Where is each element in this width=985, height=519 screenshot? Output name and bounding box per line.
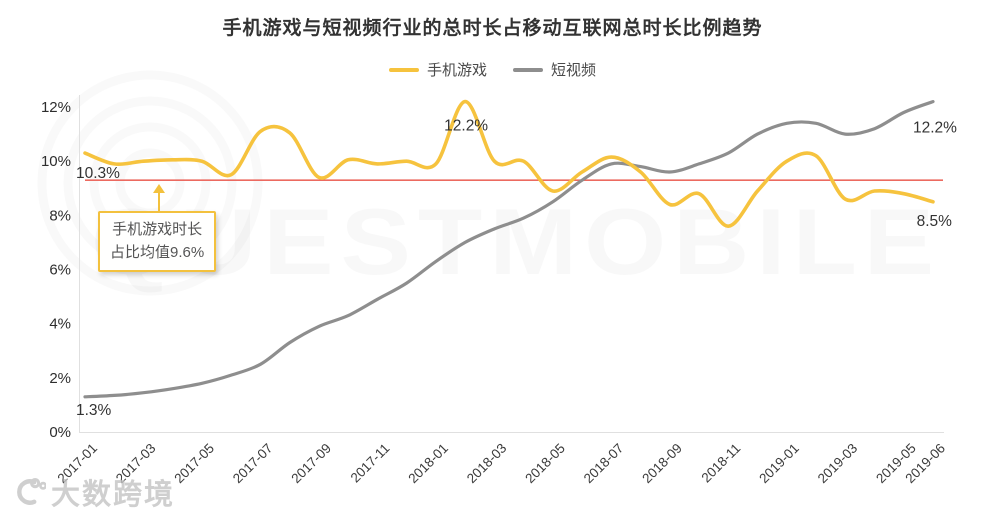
chart-title: 手机游戏与短视频行业的总时长占移动互联网总时长比例趋势	[222, 18, 763, 39]
watermark-logo: 大数跨境	[10, 471, 175, 513]
mean-annotation-box: 手机游戏时长 占比均值9.6%	[98, 211, 217, 272]
series-line-short-video	[83, 100, 935, 399]
legend-item-short-video[interactable]: 短视频	[513, 59, 596, 80]
legend-swatch-mobile-games	[388, 67, 419, 72]
y-axis-labels: 0% 2% 4% 6% 8% 10% 12%	[41, 99, 71, 441]
annotation-arrow-line	[158, 193, 160, 211]
y-tick-label: 8%	[49, 207, 71, 224]
x-tick-label: 2018-09	[639, 441, 685, 487]
x-tick-label: 2018-11	[698, 441, 743, 486]
annotation-text-line1: 手机游戏时长	[112, 221, 203, 238]
watermark-text: QUESTMOBILE	[91, 189, 941, 294]
legend-label-short-video: 短视频	[551, 62, 597, 79]
y-tick-label: 12%	[41, 99, 71, 116]
axis-lines	[79, 95, 944, 433]
y-tick-label: 4%	[49, 316, 71, 333]
legend-item-mobile-games[interactable]: 手机游戏	[388, 59, 487, 80]
point-value-labels: 10.3% 12.2% 8.5% 1.3% 12.2%	[76, 118, 957, 419]
annotation-arrow-icon	[153, 184, 165, 193]
logo-icon	[17, 478, 46, 505]
y-tick-label: 6%	[49, 262, 71, 279]
x-tick-label: 2017-05	[171, 441, 217, 487]
x-tick-label: 2018-07	[581, 441, 627, 487]
x-tick-label: 2018-03	[464, 441, 510, 487]
x-tick-label: 2017-07	[230, 441, 276, 487]
point-value-label: 1.3%	[76, 402, 112, 419]
legend-label-mobile-games: 手机游戏	[426, 62, 487, 79]
annotation-text-line2: 占比均值9.6%	[110, 244, 205, 262]
y-tick-label: 2%	[49, 370, 71, 387]
series-line-mobile-games	[83, 99, 935, 228]
watermark-logo-text: 大数跨境	[51, 479, 176, 511]
x-tick-label: 2018-01	[405, 441, 451, 487]
legend-swatch-short-video	[513, 67, 543, 72]
point-value-label: 12.2%	[444, 118, 488, 135]
legend: 手机游戏 短视频	[0, 59, 985, 80]
y-tick-label: 10%	[41, 153, 71, 170]
y-tick-label: 0%	[49, 424, 71, 441]
x-tick-label: 2017-09	[288, 441, 334, 487]
point-value-label: 12.2%	[913, 120, 957, 137]
x-axis-labels: 2017-01 2017-03 2017-05 2017-07 2017-09 2017-…	[54, 441, 948, 487]
x-tick-label: 2019-01	[756, 441, 802, 487]
x-tick-label: 2017-11	[348, 441, 393, 486]
x-tick-label: 2018-05	[522, 441, 568, 487]
x-tick-label: 2019-03	[815, 441, 861, 487]
point-value-label: 8.5%	[917, 213, 953, 230]
point-value-label: 10.3%	[76, 165, 120, 182]
